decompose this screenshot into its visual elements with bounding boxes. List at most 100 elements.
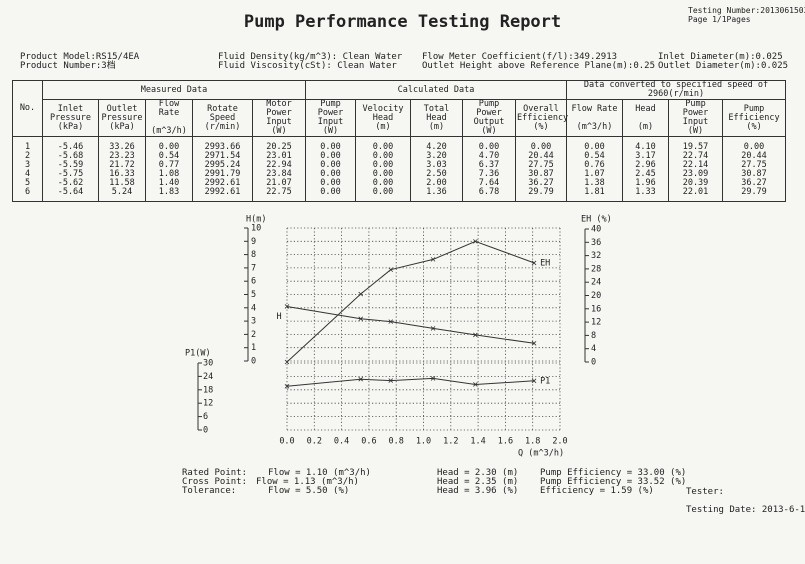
footer-value: Flow = 1.13 (m^3/h): [256, 477, 359, 487]
footer-value: Pump Efficiency = 33.52 (%): [540, 477, 687, 487]
header-line: Pump Power: [682, 99, 709, 118]
curve: [286, 306, 535, 344]
y2-tick-label: 24: [591, 278, 601, 288]
table-row: 5 -5.62 11.58 1.40 2992.61 21.07 0.00 0.00 2.00 7…: [12, 179, 787, 188]
testing-date: Testing Date: 2013-6-15: [686, 505, 805, 515]
table-row: 1 -5.46 33.26 0.00 2993.66 20.25 0.00 0.00 4.20 0…: [12, 136, 787, 152]
header-line: Pump: [743, 103, 765, 114]
header-line: Head: [372, 112, 394, 123]
info: Fluid Density(kg/m^3): Clean Water: [218, 52, 403, 62]
curve: [286, 377, 535, 387]
x-tick-label: 0.0: [279, 437, 294, 447]
header-line: Output: [473, 117, 505, 127]
footer-value: Efficiency = 1.59 (%): [540, 486, 654, 496]
header-line: Rotate: [207, 103, 238, 114]
x-axis-label: Q (m^3/h): [518, 449, 564, 459]
column-header: Velocity Head (m): [355, 99, 411, 137]
header-line: Pressure: [50, 112, 91, 123]
curve: [286, 240, 535, 363]
point-marker: [473, 332, 478, 338]
point-marker: [430, 257, 436, 262]
point-marker: [284, 384, 290, 389]
y3-tick-label: 6: [203, 412, 208, 422]
footer-value: Head = 2.30 (m): [437, 468, 519, 478]
x-tick-label: 1.4: [470, 437, 485, 447]
header-line: (W): [322, 126, 339, 136]
page-number: Page 1/1Pages: [688, 15, 751, 24]
y-tick-label: 2: [251, 330, 256, 340]
table-row: 4 -5.75 16.33 1.08 2991.79 23.84 0.00 0.00 2.50 7…: [12, 170, 787, 179]
group-header: Data converted to specified speed of 296…: [565, 80, 787, 100]
y3-tick-label: 0: [203, 426, 208, 436]
point-marker: [430, 326, 436, 331]
info: Product Number:3档: [20, 61, 116, 71]
column-header: Pump Power Output (W): [462, 99, 516, 137]
point-marker: [473, 382, 478, 387]
column-header: Overall Efficiency (%): [515, 99, 568, 137]
column-header: Pump Power Input (W): [668, 99, 723, 137]
header-line: Motor Power: [266, 99, 292, 118]
header-line: No.: [19, 103, 36, 113]
x-tick-label: 2.0: [552, 437, 567, 447]
column-header: Motor Power Input (W): [252, 99, 306, 137]
header-line: (kPa): [57, 121, 84, 132]
header-line: (W): [481, 126, 497, 136]
y2-tick-label: 28: [591, 264, 601, 274]
y-tick-label: 10: [251, 224, 261, 234]
y-tick-label: 1: [251, 343, 256, 353]
report-title: Pump Performance Testing Report: [243, 12, 562, 32]
y3-tick-label: 12: [203, 399, 213, 409]
cell: 30.87: [721, 170, 787, 179]
column-header: Flow Rate (m^3/h): [566, 99, 623, 137]
point-marker: [388, 378, 394, 383]
header-line: Speed: [209, 112, 236, 123]
y2-tick-label: 8: [591, 331, 596, 341]
header-line: Input: [682, 117, 709, 127]
point-marker: [531, 341, 537, 346]
header-line: Input: [266, 117, 292, 127]
y2-tick-label: 16: [591, 304, 601, 314]
y-tick-label: 3: [251, 317, 256, 327]
footer-value: Flow = 1.10 (m^3/h): [268, 468, 371, 478]
y-axis-label: H(m): [246, 215, 266, 225]
curve-label: H: [276, 312, 281, 322]
info: Flow Meter Coefficient(f/l):349.2913: [422, 52, 618, 62]
y2-tick-label: 32: [591, 251, 601, 261]
header-line: Overall: [523, 103, 559, 114]
header-line: Pump Power: [476, 99, 502, 118]
footer-value: Head = 3.96 (%): [437, 486, 519, 496]
footer-label: Tolerance:: [182, 486, 237, 496]
y-tick-label: 6: [251, 277, 256, 287]
y-tick-label: 8: [251, 250, 256, 260]
cell: 20.44: [721, 152, 787, 161]
header-line: Efficiency: [728, 112, 780, 123]
y3-tick-label: 24: [203, 372, 213, 382]
column-row: Inlet Pressure (kPa) Outlet Pressure (kPa) Flo…: [13, 99, 787, 137]
header-line: (%): [746, 121, 762, 132]
table-row: 6 -5.64 5.24 1.83 2992.61 22.75 0.00 0.00 1.36 6.…: [12, 188, 787, 202]
y2-tick-label: 4: [591, 344, 596, 354]
x-tick-label: 1.8: [525, 437, 540, 447]
point-marker: [388, 267, 394, 273]
column-header: Pump Efficiency (%): [721, 99, 787, 137]
info: Inlet Diameter(m):0.025: [658, 52, 783, 62]
data-table: No. Measured Data Calculated Data Data conv…: [12, 80, 787, 202]
cell: 36.27: [721, 179, 787, 188]
y2-tick-label: 12: [591, 318, 601, 328]
x-tick-label: 0.8: [389, 437, 404, 447]
column-header: Flow Rate (m^3/h): [145, 99, 193, 137]
info: Fluid Viscosity(cSt): Clean Water: [218, 61, 397, 71]
point-marker: [531, 378, 537, 384]
header-line: (W): [687, 126, 704, 136]
y2-tick-label: 40: [591, 225, 601, 235]
x-tick-label: 1.6: [498, 437, 513, 447]
y-tick-label: 9: [251, 237, 256, 247]
header-line: Head: [635, 103, 656, 114]
header-line: Input: [317, 117, 344, 127]
x-tick-label: 1.2: [443, 437, 458, 447]
header-line: Outlet: [106, 103, 138, 114]
column-header: Head (m): [622, 99, 669, 137]
point-marker: [531, 260, 537, 266]
